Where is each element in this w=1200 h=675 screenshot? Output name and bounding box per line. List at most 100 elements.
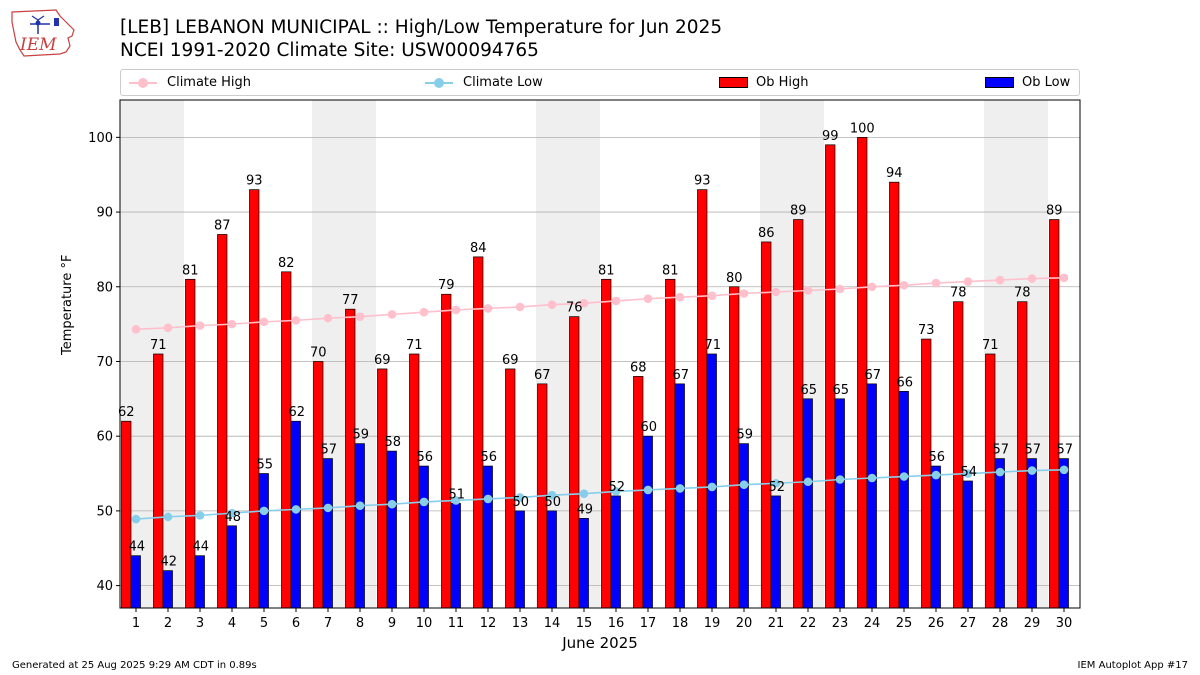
ob-high-label: 77 — [342, 293, 359, 308]
ob-high-bar — [409, 353, 420, 609]
climate-high-point — [195, 321, 205, 330]
autoplot-app-label: IEM Autoplot App #17 — [1077, 660, 1188, 671]
ob-high-bar — [281, 271, 292, 609]
ob-low-label: 50 — [512, 495, 529, 510]
ob-low-label: 56 — [928, 450, 945, 465]
y-tick-label: 60 — [96, 430, 113, 445]
legend-label-ob-high: Ob High — [756, 75, 809, 90]
ob-low-label: 67 — [864, 368, 881, 383]
climate-high-point — [163, 323, 173, 333]
climate-low-point — [515, 493, 525, 502]
ob-high-label: 68 — [630, 360, 647, 375]
ob-low-bar — [898, 391, 909, 609]
x-tick-label: 22 — [800, 616, 817, 631]
ob-high-bar — [569, 316, 580, 609]
ob-high-bar — [249, 189, 260, 609]
climate-low-point — [451, 496, 461, 505]
climate-high-point — [803, 286, 813, 295]
climate-high-point — [835, 284, 845, 294]
ob-high-label: 99 — [822, 129, 839, 144]
ob-low-legend-swatch — [985, 77, 1014, 88]
x-tick-label: 21 — [768, 616, 785, 631]
y-tick-label: 50 — [96, 504, 113, 519]
y-tick-label: 70 — [96, 355, 113, 370]
ob-low-label: 44 — [128, 540, 145, 555]
ob-high-bar — [377, 368, 388, 609]
ob-high-label: 82 — [278, 256, 295, 271]
ob-high-bar — [953, 301, 964, 609]
ob-low-bar — [994, 458, 1005, 609]
x-tick-label: 30 — [1056, 616, 1073, 631]
x-tick-label: 12 — [480, 616, 497, 631]
climate-low-line — [135, 468, 1065, 520]
x-tick-label: 2 — [164, 616, 172, 631]
ob-high-label: 86 — [758, 226, 775, 241]
ob-high-label: 80 — [726, 271, 743, 286]
ob-low-label: 57 — [1024, 443, 1041, 458]
ob-low-label: 59 — [736, 428, 753, 443]
ob-low-bar — [802, 398, 813, 609]
ob-low-bar — [738, 443, 749, 609]
x-tick-label: 25 — [896, 616, 913, 631]
climate-low-point — [163, 512, 173, 522]
climate-high-point — [707, 291, 717, 301]
climate-low-point — [675, 484, 685, 493]
ob-low-bar — [770, 495, 781, 609]
x-tick-label: 11 — [448, 616, 465, 631]
ob-high-label: 69 — [502, 353, 519, 368]
ob-low-bar — [546, 510, 557, 609]
climate-high-point — [515, 302, 525, 312]
climate-low-point — [867, 473, 877, 483]
ob-low-label: 62 — [288, 405, 305, 420]
ob-high-bar — [889, 181, 900, 609]
climate-low-point — [419, 497, 429, 507]
ob-high-legend-swatch — [719, 77, 748, 88]
ob-high-label: 71 — [406, 338, 423, 353]
ob-low-bar — [706, 353, 717, 609]
ob-high-bar — [793, 219, 804, 609]
climate-high-point — [1059, 273, 1069, 283]
ob-high-bar — [633, 376, 644, 609]
ob-low-label: 65 — [832, 383, 849, 398]
ob-low-bar — [194, 555, 205, 609]
climate-high-point — [355, 312, 365, 321]
ob-high-label: 81 — [598, 263, 615, 278]
ob-high-bar — [921, 338, 932, 609]
ob-low-bar — [930, 465, 941, 609]
ob-low-label: 55 — [256, 458, 273, 473]
ob-high-label: 71 — [982, 338, 999, 353]
x-tick-label: 5 — [260, 616, 268, 631]
x-tick-label: 24 — [864, 616, 881, 631]
x-tick-label: 3 — [196, 616, 204, 631]
ob-high-label: 84 — [470, 241, 487, 256]
climate-high-point — [579, 298, 589, 308]
climate-low-point — [227, 508, 237, 518]
ob-low-label: 51 — [448, 487, 465, 502]
y-tick-label: 100 — [88, 131, 113, 146]
climate-high-point — [739, 289, 749, 298]
y-tick-label: 40 — [96, 579, 113, 594]
ob-low-bar — [162, 570, 173, 609]
climate-high-legend-marker — [129, 77, 157, 88]
ob-high-label: 93 — [694, 174, 711, 189]
climate-low-point — [195, 511, 205, 520]
generated-timestamp: Generated at 25 Aug 2025 9:29 AM CDT in … — [12, 660, 257, 671]
ob-high-bar — [601, 278, 612, 609]
ob-high-label: 62 — [118, 405, 135, 420]
climate-low-point — [1059, 465, 1069, 475]
ob-high-bar — [121, 420, 132, 609]
legend-item-ob-low: Ob Low — [985, 74, 1070, 91]
ob-high-bar — [729, 286, 740, 609]
ob-low-label: 58 — [384, 435, 401, 450]
ob-low-label: 50 — [544, 495, 561, 510]
x-tick-label: 4 — [228, 616, 236, 631]
ob-low-label: 56 — [416, 450, 433, 465]
climate-low-point — [771, 478, 781, 488]
x-tick-label: 10 — [416, 616, 433, 631]
x-tick-label: 16 — [608, 616, 625, 631]
ob-low-bar — [1026, 458, 1037, 609]
ob-low-label: 52 — [608, 480, 625, 495]
ob-low-label: 56 — [480, 450, 497, 465]
ob-high-bar — [313, 361, 324, 609]
ob-low-bar — [130, 555, 141, 609]
